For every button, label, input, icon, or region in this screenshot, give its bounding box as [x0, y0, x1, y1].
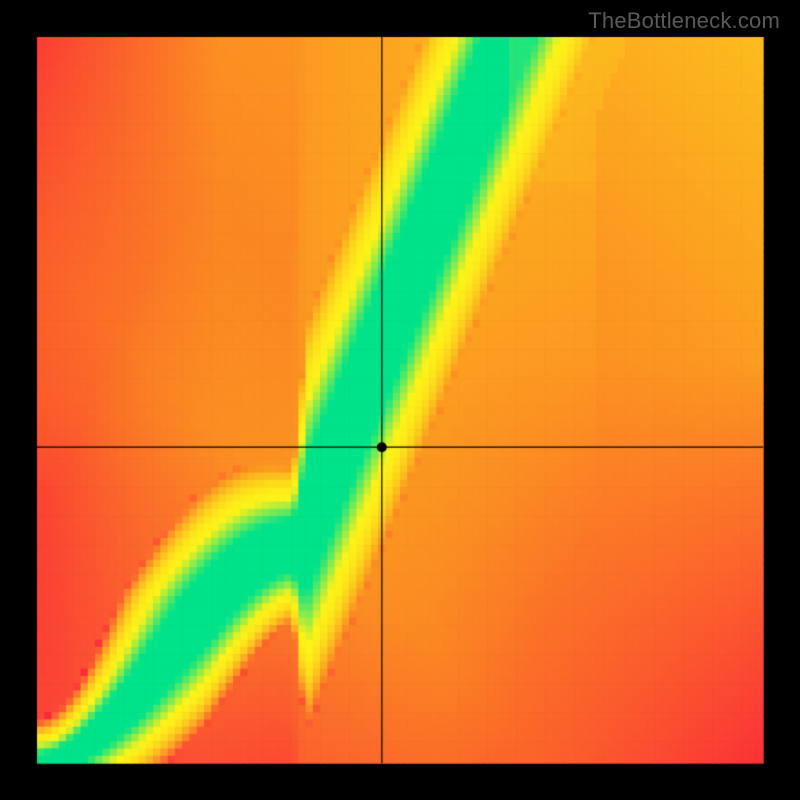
chart-container: TheBottleneck.com: [0, 0, 800, 800]
bottleneck-heatmap: [0, 0, 800, 800]
watermark-label: TheBottleneck.com: [588, 8, 780, 34]
